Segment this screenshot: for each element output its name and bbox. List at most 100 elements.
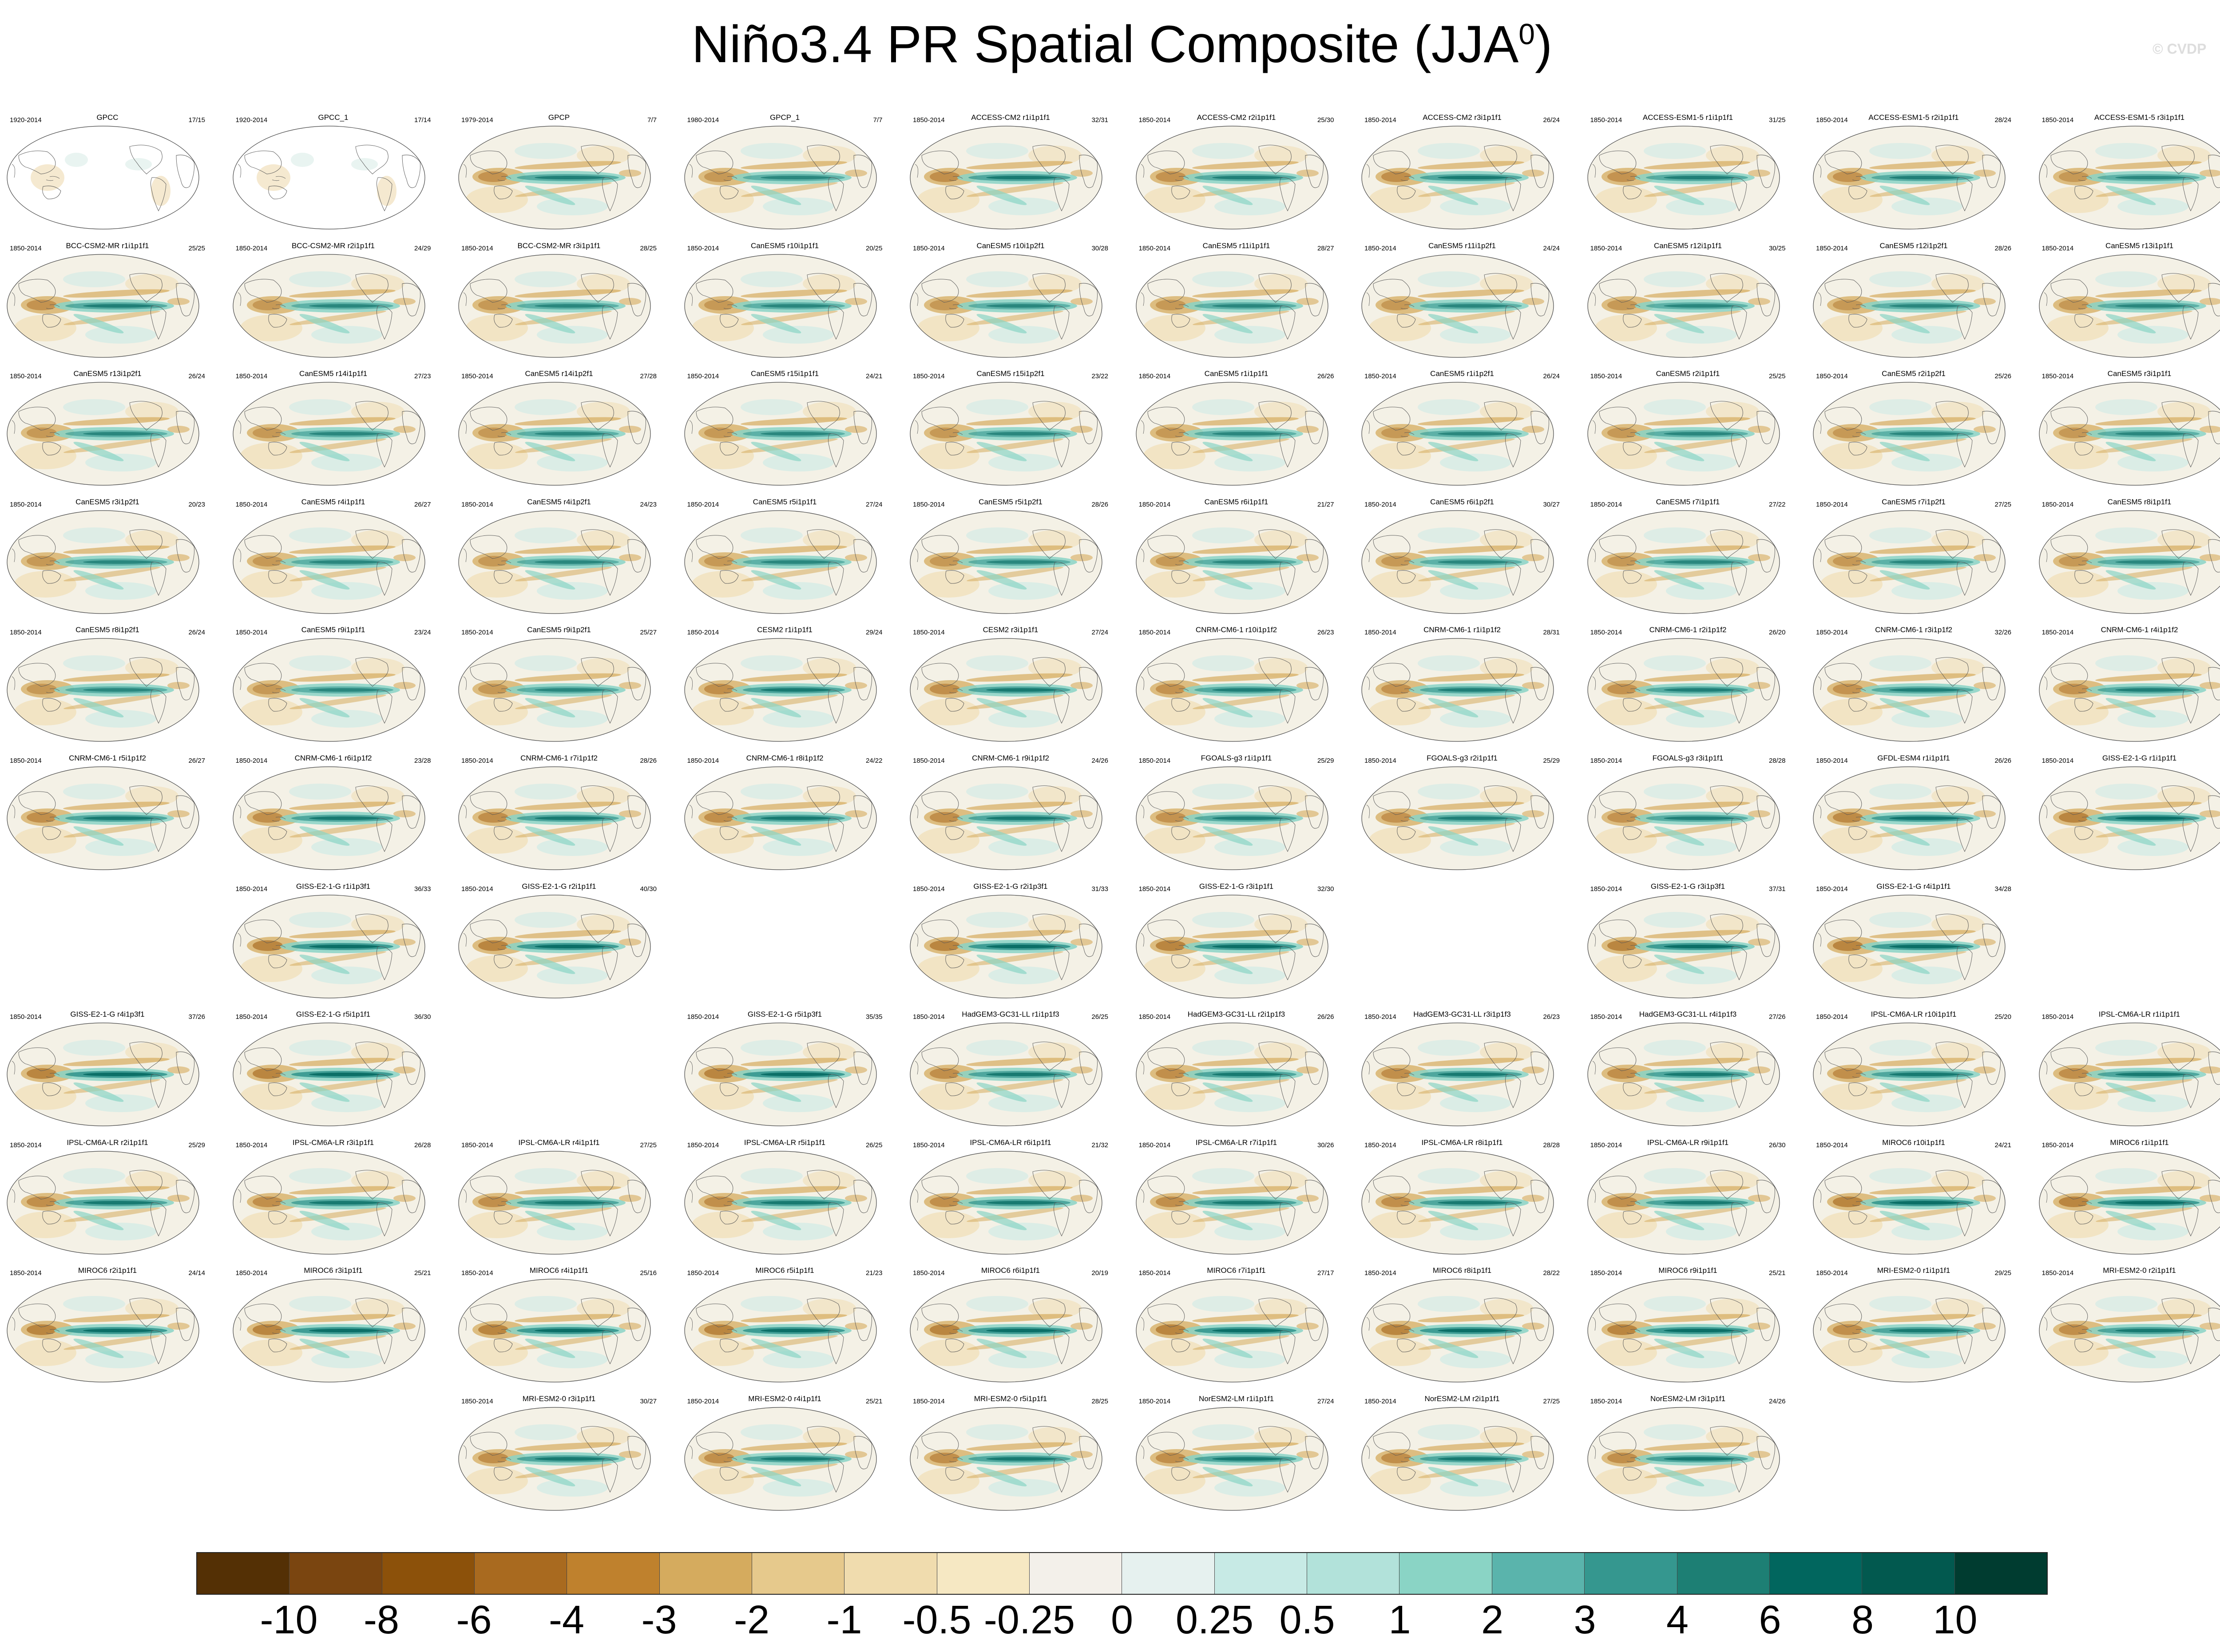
anomaly-blob — [1869, 1296, 1931, 1312]
panel-count: 25/20 — [1994, 1013, 2011, 1021]
panel-title: CNRM-CM6-1 r9i1p1f2 — [972, 754, 1049, 762]
wet-anomaly-peak — [83, 560, 154, 564]
dry-anomaly-core — [1833, 428, 1863, 439]
spcz-wet-band — [525, 570, 575, 590]
spcz-wet-band — [1202, 442, 1253, 462]
wet-anomaly-peak — [309, 816, 380, 820]
globe-border — [2038, 254, 2220, 358]
maritime-continent-outline — [1400, 304, 1415, 309]
anomaly-blob — [1254, 146, 1308, 165]
south-america-outline — [1731, 433, 1747, 468]
panel-title: MRI-ESM2-0 r2i1p1f1 — [2103, 1266, 2176, 1275]
dry-anomaly — [246, 424, 300, 442]
panel-period: 1850-2014 — [913, 500, 945, 508]
africa-east-outline — [1141, 164, 1144, 178]
maritime-continent-outline — [1400, 176, 1415, 181]
australia-outline — [945, 826, 964, 840]
south-america-outline — [1054, 946, 1070, 980]
dry-anomaly — [1376, 424, 1429, 442]
colorbar-tick-label: -0.5 — [902, 1598, 971, 1642]
australia-outline — [494, 1467, 513, 1481]
south-america-outline — [1957, 818, 1973, 852]
australia-outline — [2074, 570, 2093, 584]
south-america-outline — [1279, 433, 1295, 468]
map-panel: 1850-2014 CanESM5 r4i1p2f1 24/23 — [457, 498, 661, 618]
itcz-dry-band — [1643, 161, 1750, 170]
itcz-dry-band — [1418, 1442, 1524, 1451]
north-america-outline — [1032, 913, 1066, 943]
wet-anomaly-peak — [986, 432, 1057, 436]
panel-title: GISS-E2-1-G r3i1p3f1 — [1650, 882, 1725, 891]
globe-map — [1813, 1151, 2006, 1255]
south-america-outline — [1279, 1330, 1295, 1365]
anomaly-blob — [1028, 786, 1082, 806]
itcz-dry-band — [289, 930, 396, 938]
anomaly-blob — [1369, 186, 1431, 213]
wet-anomaly-peak — [986, 176, 1057, 179]
wet-anomaly-peak — [535, 688, 606, 692]
spcz-wet-band — [1202, 826, 1253, 846]
africa-outline — [853, 1180, 872, 1213]
panel-period: 1850-2014 — [687, 1398, 719, 1405]
map-panel: 1850-2014 CNRM-CM6-1 r2i1p1f2 26/20 — [1586, 626, 1790, 746]
anomaly-blob — [1440, 1479, 1511, 1497]
asia-outline — [1599, 663, 1636, 687]
north-america-outline — [129, 529, 163, 559]
anomaly-blob — [515, 527, 577, 543]
asia-outline — [921, 791, 959, 815]
south-america-outline — [1731, 562, 1747, 596]
anomaly-blob — [740, 784, 803, 800]
anomaly-blob — [762, 582, 834, 600]
anomaly-blob — [85, 710, 156, 728]
anomaly-blob — [1594, 827, 1657, 854]
anomaly-blob — [577, 1170, 630, 1190]
australia-outline — [945, 1211, 964, 1224]
dry-anomaly-core — [1607, 1068, 1637, 1079]
anomaly-blob — [311, 454, 382, 472]
anomaly-blob — [988, 1094, 1059, 1113]
panel-count: 21/27 — [1317, 500, 1334, 508]
australia-outline — [268, 442, 287, 456]
south-america-outline — [376, 1330, 392, 1365]
panel-title: CanESM5 r3i1p2f1 — [75, 497, 139, 506]
australia-outline — [1622, 1082, 1641, 1096]
anomaly-blob — [1440, 1222, 1511, 1240]
anomaly-blob — [289, 1168, 351, 1184]
globe-map — [1361, 1279, 1554, 1383]
dry-anomaly-core — [1155, 1324, 1186, 1335]
wet-anomaly-peak — [2115, 304, 2186, 308]
spcz-wet-band — [976, 1467, 1027, 1486]
globe-map — [1361, 1407, 1554, 1511]
dry-anomaly — [21, 552, 74, 570]
panel-count: 20/25 — [865, 244, 883, 252]
africa-east-outline — [2044, 420, 2047, 434]
africa-outline — [627, 1308, 646, 1341]
panel-period: 1850-2014 — [1138, 757, 1171, 765]
wet-anomaly-peak — [1438, 1329, 1509, 1333]
globe-map — [232, 1279, 425, 1383]
anomaly-blob — [289, 527, 351, 543]
anomaly-blob — [537, 1479, 608, 1497]
globe-border — [1361, 1151, 1554, 1255]
australia-outline — [1622, 826, 1641, 840]
wet-anomaly-peak — [1663, 944, 1735, 948]
panel-period: 1850-2014 — [913, 1141, 945, 1149]
asia-outline — [244, 407, 281, 431]
globe-border — [232, 1279, 425, 1383]
spcz-wet-band — [751, 570, 801, 590]
anomaly-blob — [1440, 1094, 1511, 1113]
anomaly-blob — [740, 143, 803, 159]
globe-map — [684, 1279, 877, 1383]
anomaly-blob — [1028, 1299, 1082, 1319]
africa-outline — [1982, 1308, 2001, 1341]
map-panel: 1850-2014 CanESM5 r9i1p2f1 25/27 — [457, 626, 661, 746]
south-america-outline — [828, 1458, 844, 1493]
wet-anomaly-peak — [760, 1329, 832, 1333]
globe-border — [910, 894, 1102, 998]
south-america-outline — [151, 1202, 166, 1236]
map-panel: 1850-2014 IPSL-CM6A-LR r10i1p1f1 25/20 — [1812, 1010, 2016, 1130]
dry-anomaly-core — [2058, 1324, 2089, 1335]
anomaly-blob — [1418, 1424, 1480, 1440]
south-america-outline — [828, 1074, 844, 1109]
globe-border — [1587, 254, 1780, 358]
